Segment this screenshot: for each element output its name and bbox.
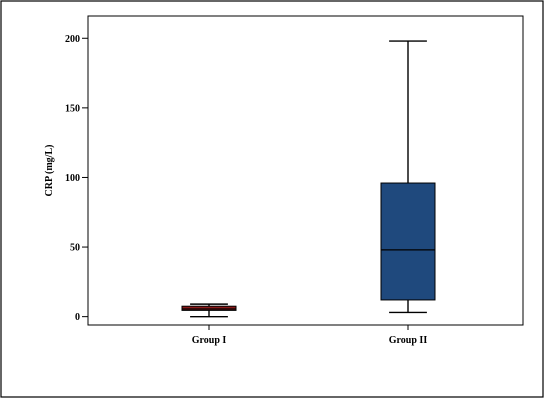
x-axis: Group I Group II: [192, 325, 428, 346]
iqr-box: [181, 305, 237, 311]
x-tick-label: Group I: [192, 335, 227, 346]
y-tick-label: 0: [75, 312, 80, 323]
plot-frame: [87, 15, 524, 326]
y-axis-label: CRP (mg/L): [44, 145, 55, 197]
box-2: [380, 40, 436, 314]
iqr-box: [380, 182, 436, 301]
y-tick-label: 150: [65, 103, 80, 114]
y-tick-label: 50: [70, 243, 80, 254]
y-axis: 0 50 100 150 200: [65, 34, 88, 323]
box-1: [181, 303, 237, 318]
y-tick-label: 200: [65, 34, 80, 45]
x-tick-label: Group II: [389, 335, 428, 346]
boxes-layer: [181, 40, 436, 318]
y-tick-label: 100: [65, 173, 80, 184]
